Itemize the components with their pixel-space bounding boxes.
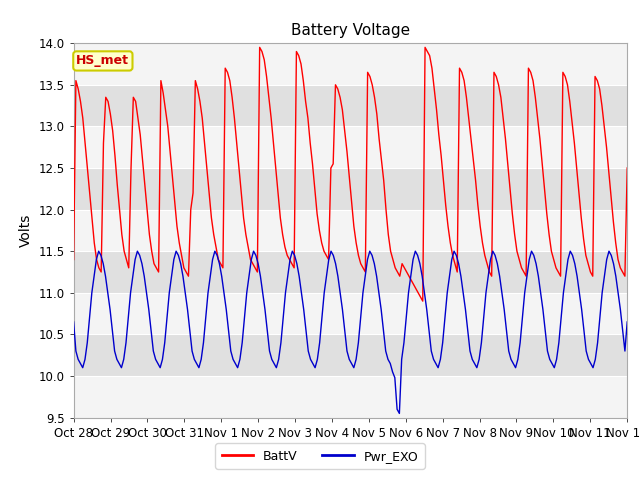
Y-axis label: Volts: Volts bbox=[19, 214, 33, 247]
Bar bbox=[74, 251, 627, 293]
Bar bbox=[74, 168, 627, 210]
Legend: BattV, Pwr_EXO: BattV, Pwr_EXO bbox=[215, 444, 425, 469]
Bar bbox=[74, 85, 627, 126]
Title: Battery Voltage: Battery Voltage bbox=[291, 23, 410, 38]
Text: HS_met: HS_met bbox=[76, 54, 129, 67]
Bar bbox=[74, 335, 627, 376]
